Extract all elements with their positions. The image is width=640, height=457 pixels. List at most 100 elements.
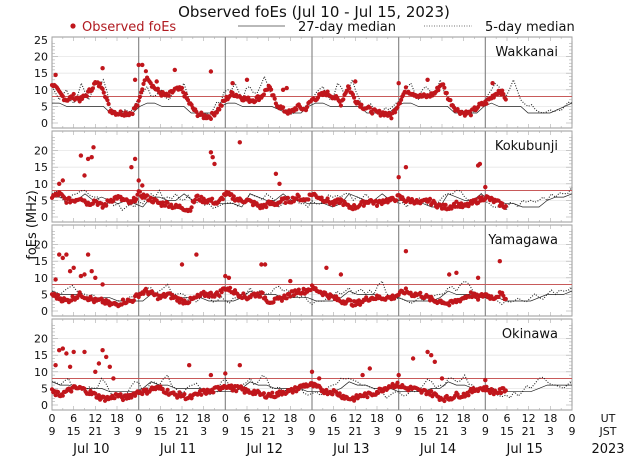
observed-point	[439, 376, 445, 381]
observed-point	[288, 294, 293, 299]
observed-point	[98, 81, 103, 86]
observed-point	[496, 294, 501, 299]
jst-tick-label: 15	[240, 425, 254, 438]
ut-tick-label: 6	[504, 412, 511, 425]
observed-point	[142, 78, 147, 83]
observed-point	[264, 204, 269, 210]
observed-point	[140, 62, 145, 68]
observed-point	[403, 286, 408, 291]
observed-point	[315, 95, 321, 100]
observed-point	[183, 91, 188, 96]
observed-point	[91, 145, 96, 150]
observed-point	[237, 140, 242, 145]
observed-point	[210, 196, 215, 201]
ut-tick-label: 6	[157, 412, 164, 425]
observed-point	[475, 275, 481, 280]
observed-point	[367, 366, 372, 371]
jst-axis-label: JST	[599, 425, 617, 438]
observed-point	[284, 296, 289, 301]
observed-point	[132, 156, 138, 162]
y-tick-label: 15	[34, 349, 48, 362]
observed-point	[82, 173, 87, 178]
observed-point	[111, 376, 116, 381]
observed-point	[223, 273, 228, 279]
observed-point	[135, 103, 140, 108]
observed-point	[390, 381, 395, 387]
observed-point	[296, 194, 301, 199]
observed-point	[57, 181, 62, 186]
observed-point	[454, 270, 459, 275]
observed-point	[129, 395, 134, 400]
jst-tick-label: 9	[309, 425, 316, 438]
observed-point	[220, 197, 225, 202]
observed-point	[93, 275, 98, 280]
observed-point	[135, 192, 140, 197]
observed-point	[498, 390, 504, 396]
observed-point	[214, 110, 219, 115]
jst-tick-label: 9	[395, 425, 402, 438]
observed-point	[228, 285, 233, 290]
observed-point	[330, 392, 335, 397]
y-tick-label: 5	[41, 100, 48, 113]
observed-point	[490, 81, 495, 86]
observed-point	[270, 390, 275, 395]
jst-tick-label: 21	[262, 425, 276, 438]
observed-point	[212, 161, 217, 167]
observed-point	[111, 198, 116, 203]
observed-point	[64, 252, 69, 257]
observed-point	[338, 103, 343, 108]
observed-point	[136, 178, 141, 183]
observed-point	[484, 101, 489, 106]
observed-point	[468, 290, 473, 295]
observed-point	[104, 354, 109, 360]
ut-tick-label: 6	[417, 412, 424, 425]
observed-point	[399, 97, 404, 102]
observed-point	[60, 255, 65, 261]
observed-point	[497, 259, 502, 264]
day-label: Jul 10	[72, 442, 109, 457]
jst-tick-label: 15	[413, 425, 427, 438]
observed-point	[228, 93, 233, 98]
y-tick-label: 15	[34, 161, 48, 174]
observed-point	[317, 376, 322, 381]
station-label: Okinawa	[502, 327, 558, 342]
observed-point	[226, 275, 232, 280]
observed-point	[55, 389, 61, 395]
panel-yamagawa: 0 5 10 15 20 Yamagawa	[34, 224, 573, 318]
jst-tick-label: 3	[460, 425, 467, 438]
observed-point	[403, 85, 408, 90]
observed-point	[348, 298, 353, 303]
observed-point	[403, 249, 409, 254]
observed-point	[395, 105, 400, 110]
observed-point	[365, 395, 370, 400]
observed-point	[106, 101, 111, 107]
ut-tick-label: 12	[522, 412, 536, 425]
y-tick-label: 5	[41, 194, 48, 207]
jst-tick-label: 15	[153, 425, 167, 438]
jst-tick-label: 21	[522, 425, 536, 438]
y-tick-label: 15	[34, 67, 48, 80]
observed-point	[273, 171, 279, 176]
observed-point	[483, 184, 488, 190]
observed-point	[163, 203, 168, 208]
observed-point	[89, 155, 94, 160]
ut-tick-label: 12	[262, 412, 276, 425]
observed-point	[309, 369, 315, 374]
observed-point	[347, 86, 352, 91]
y-tick-label: 20	[34, 51, 48, 64]
observed-point	[208, 150, 214, 155]
jst-tick-label: 9	[222, 425, 229, 438]
observed-point	[305, 104, 310, 110]
y-tick-label: 10	[34, 178, 48, 191]
day-label: Jul 14	[419, 442, 456, 457]
jst-tick-label: 21	[88, 425, 102, 438]
observed-point	[60, 346, 65, 351]
observed-point	[155, 86, 160, 91]
observed-point	[78, 153, 84, 158]
ut-tick-label: 18	[110, 412, 124, 425]
ut-tick-label: 0	[482, 412, 489, 425]
observed-point	[432, 200, 437, 205]
ut-tick-label: 12	[175, 412, 189, 425]
observed-point	[253, 99, 258, 104]
observed-point	[501, 293, 506, 298]
